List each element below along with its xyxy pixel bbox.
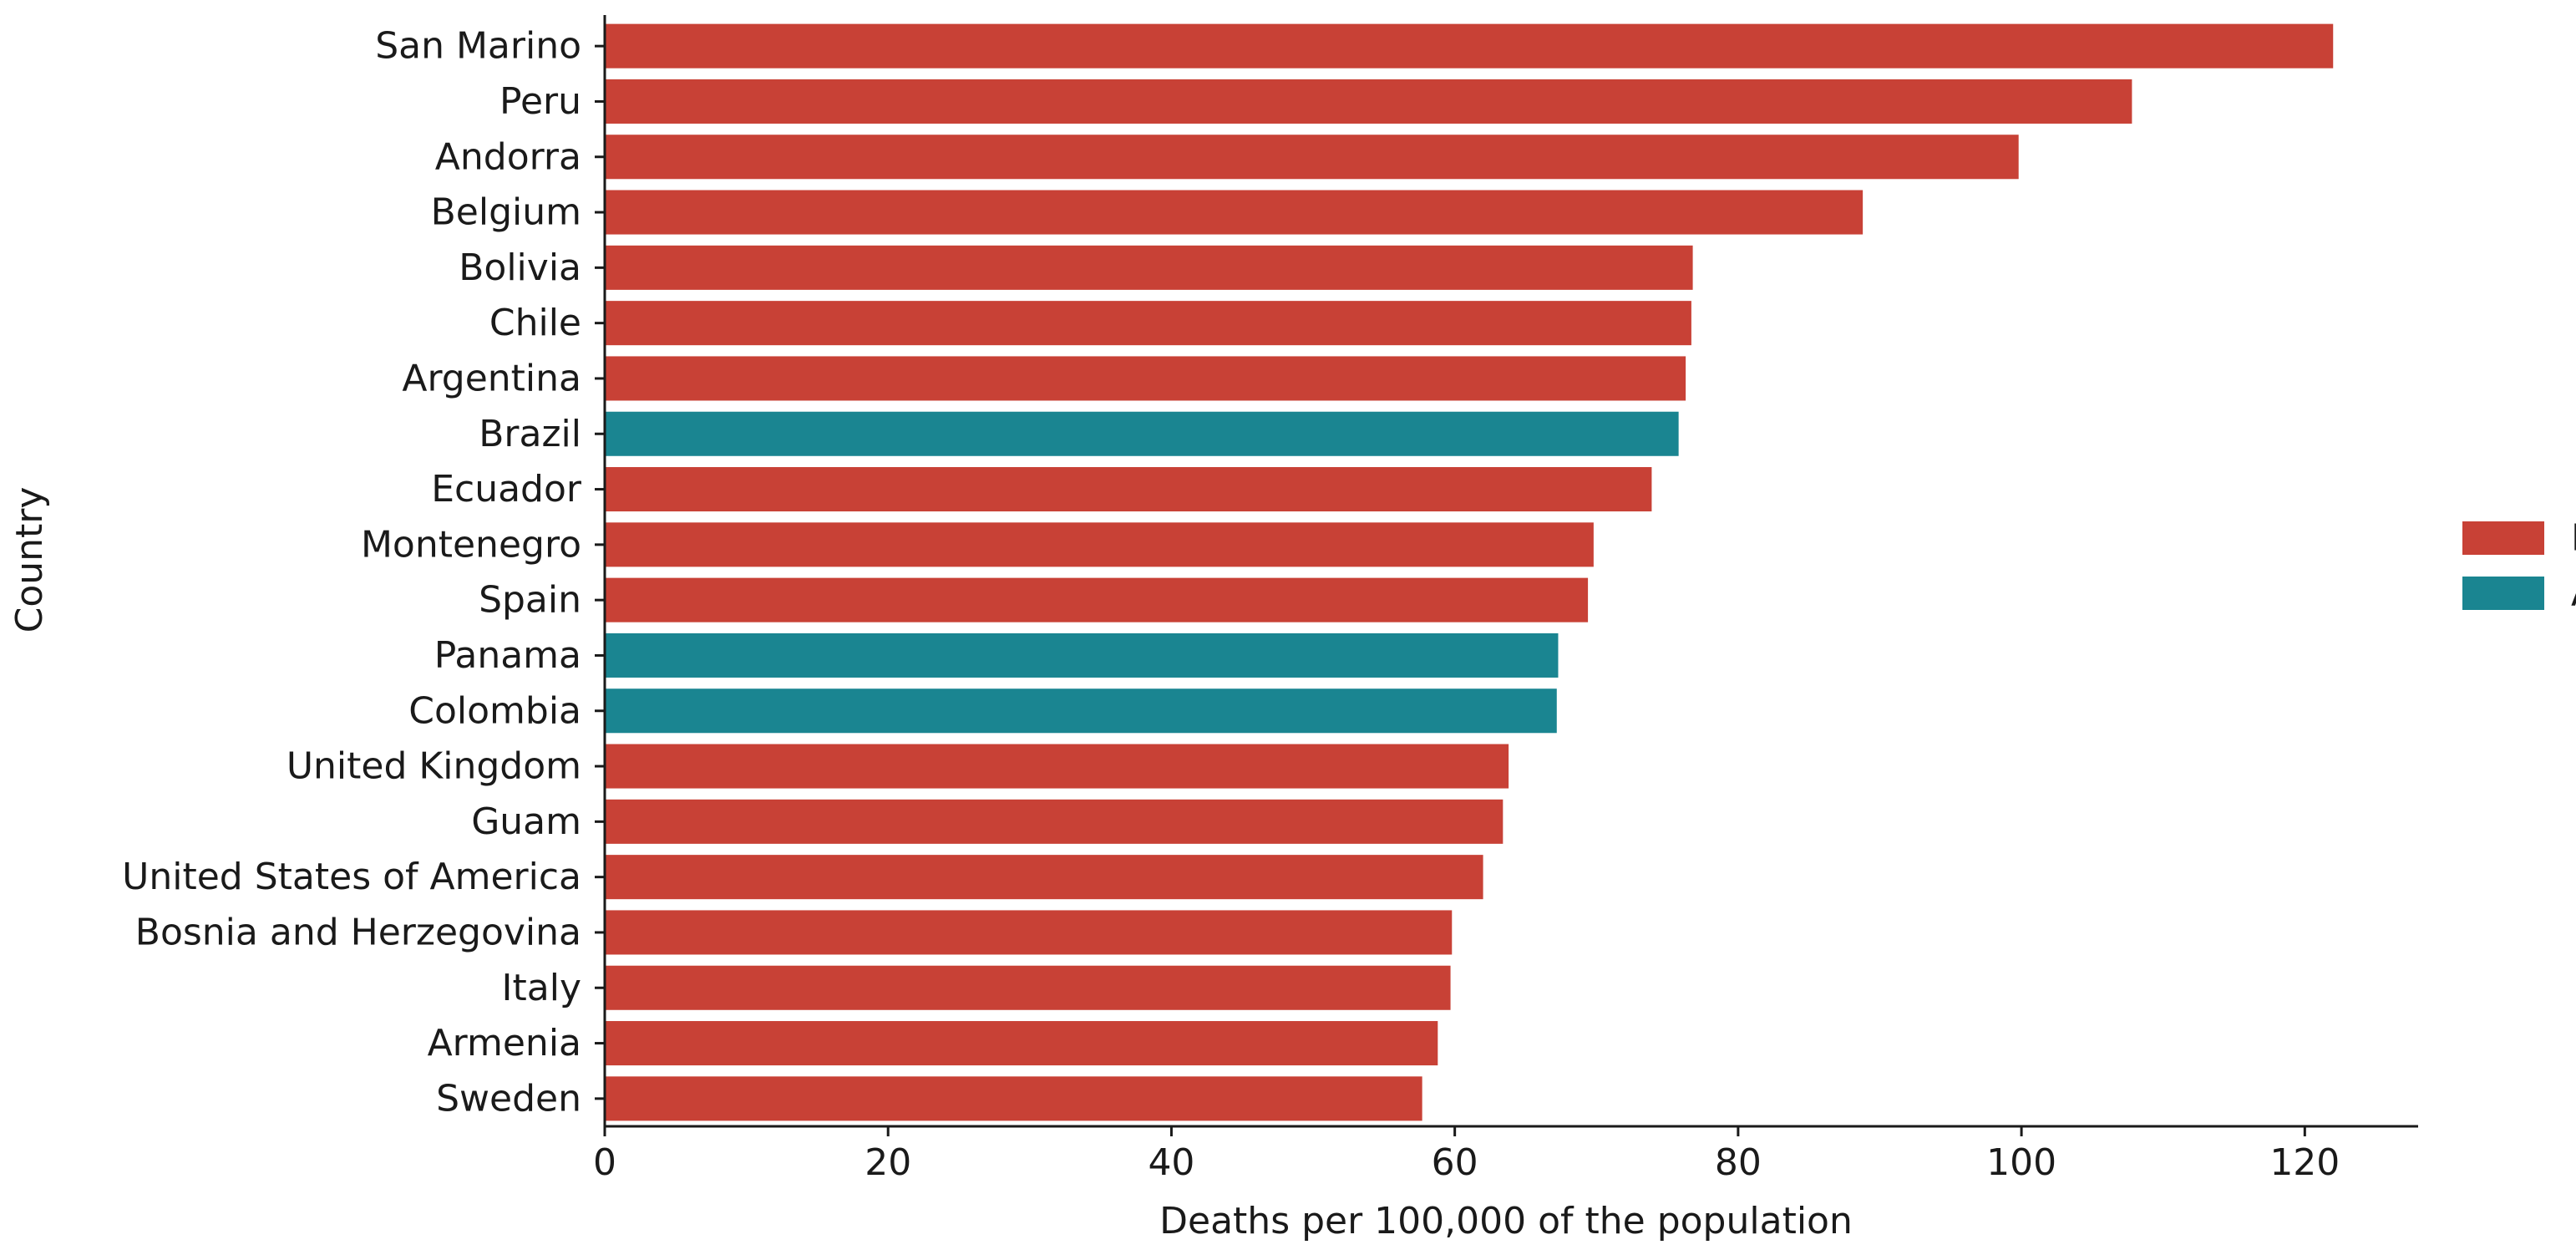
bar-argentina	[605, 356, 1686, 401]
y-tick-label: Panama	[434, 634, 581, 677]
bar-italy	[605, 965, 1451, 1010]
bars-layer	[605, 23, 2334, 1121]
bar-guam	[605, 799, 1504, 844]
bar-sweden	[605, 1076, 1422, 1121]
bar-united-kingdom	[605, 744, 1509, 789]
bar-spain	[605, 577, 1589, 622]
y-tick-label: Peru	[499, 80, 581, 123]
x-axis-title: Deaths per 100,000 of the population	[1159, 1200, 1853, 1242]
bar-armenia	[605, 1021, 1438, 1066]
legend-swatch-a	[2462, 577, 2544, 610]
x-tick-label: 80	[1715, 1141, 1762, 1184]
y-tick-labels: San Marino Peru Andorra Belgium Bolivia Chile…	[122, 25, 582, 1120]
y-tick-label: Spain	[479, 579, 581, 622]
y-tick-label: United Kingdom	[287, 745, 581, 788]
y-tick-label: Brazil	[479, 413, 581, 455]
y-tick-label: Italy	[502, 967, 581, 1009]
bar-belgium	[605, 190, 1864, 235]
y-axis-title: Country	[8, 487, 51, 633]
bar-chile	[605, 301, 1691, 346]
y-tick-label: Armenia	[428, 1022, 581, 1064]
y-tick-label: Andorra	[435, 135, 581, 178]
y-tick-label: Bolivia	[459, 246, 581, 289]
y-tick-label: Montenegro	[361, 523, 581, 566]
bar-panama	[605, 633, 1559, 678]
legend-swatch-b	[2462, 521, 2544, 555]
bar-andorra	[605, 135, 2019, 180]
x-tick-label: 120	[2269, 1141, 2340, 1184]
y-tick-label: San Marino	[375, 25, 581, 68]
x-tick-label: 40	[1148, 1141, 1194, 1184]
axes-layer	[595, 15, 2418, 1136]
x-tick-label: 0	[593, 1141, 616, 1184]
bar-ecuador	[605, 467, 1652, 512]
x-tick-labels: 0 20 40 60 80 100 120	[593, 1141, 2340, 1184]
x-tick-label: 60	[1432, 1141, 1478, 1184]
legend: BA	[2462, 517, 2576, 615]
y-tick-label: Argentina	[402, 357, 581, 399]
bar-bolivia	[605, 245, 1693, 290]
bar-brazil	[605, 411, 1679, 456]
bar-peru	[605, 79, 2132, 124]
x-tick-label: 100	[1986, 1141, 2056, 1184]
y-tick-label: Bosnia and Herzegovina	[135, 911, 581, 953]
y-tick-label: Belgium	[431, 191, 581, 234]
x-tick-label: 20	[865, 1141, 911, 1184]
bar-united-states-of-america	[605, 855, 1483, 900]
legend-label-a: A	[2571, 572, 2576, 615]
y-tick-label: Colombia	[408, 689, 581, 732]
y-tick-label: Ecuador	[431, 468, 582, 511]
bar-montenegro	[605, 522, 1594, 567]
bar-colombia	[605, 688, 1557, 734]
y-tick-label: United States of America	[122, 856, 581, 898]
bar-bosnia-and-herzegovina	[605, 910, 1453, 955]
y-tick-label: Guam	[471, 800, 581, 843]
y-tick-label: Sweden	[436, 1077, 581, 1120]
bar-san-marino	[605, 23, 2334, 69]
legend-label-b: B	[2571, 517, 2576, 560]
y-tick-label: Chile	[489, 302, 581, 344]
